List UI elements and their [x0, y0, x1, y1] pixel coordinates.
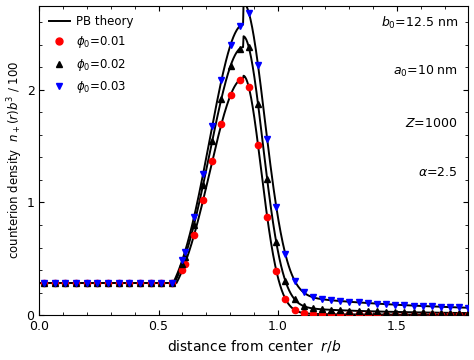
X-axis label: distance from center  $r/b$: distance from center $r/b$ [167, 338, 341, 355]
Text: $b_0$=12.5 nm: $b_0$=12.5 nm [381, 15, 458, 31]
Text: $a_0$=10 nm: $a_0$=10 nm [393, 64, 458, 80]
Y-axis label: counterion density  $n_+(r)b^3$ / 100: counterion density $n_+(r)b^3$ / 100 [6, 61, 25, 260]
Text: $Z$=1000: $Z$=1000 [405, 117, 458, 130]
Legend: PB theory, $\phi_0$=0.01, $\phi_0$=0.02, $\phi_0$=0.03: PB theory, $\phi_0$=0.01, $\phi_0$=0.02,… [46, 12, 137, 99]
Text: $\alpha$=2.5: $\alpha$=2.5 [418, 166, 458, 180]
